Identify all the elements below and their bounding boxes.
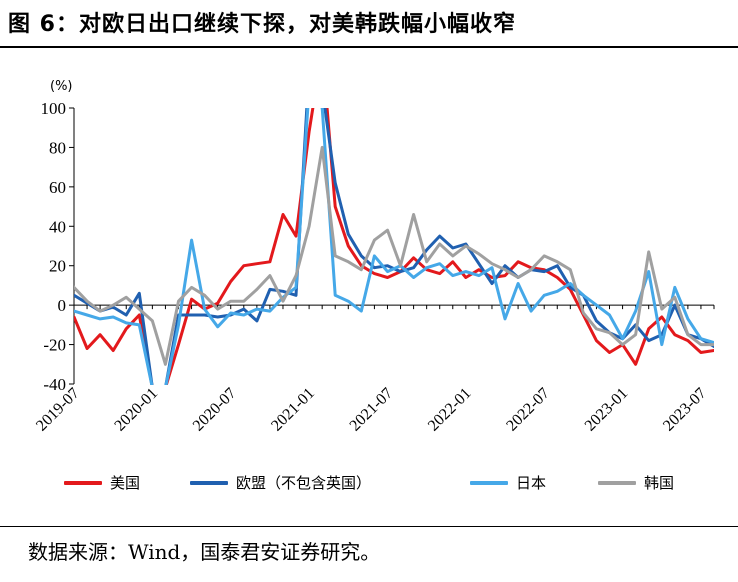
legend-item-0: 美国 [64, 472, 140, 493]
x-tick-label: 2020-01 [111, 385, 161, 435]
x-tick-label: 2020-07 [190, 385, 240, 435]
legend-label: 韩国 [644, 474, 675, 492]
legend-item-2: 日本 [470, 472, 546, 493]
series-line-3 [74, 145, 714, 366]
legend-label: 美国 [110, 474, 141, 492]
x-tick-label: 2023-07 [660, 385, 710, 435]
series-line-0 [74, 108, 714, 385]
chart-title: 图 6：对欧日出口继续下探，对美韩跌幅小幅收窄 [8, 12, 516, 37]
y-tick-label: 60 [49, 178, 66, 197]
source-rule [0, 526, 738, 527]
y-axis-unit-label: (%) [50, 79, 73, 94]
y-tick-label: -40 [43, 375, 66, 394]
y-tick-label: -20 [43, 336, 66, 355]
x-tick-label: 2022-01 [425, 385, 475, 435]
chart-legend: 美国 欧盟（不包含英国） 日本 韩国 [0, 472, 738, 500]
legend-item-3: 韩国 [598, 472, 674, 493]
legend-label: 欧盟（不包含英国） [236, 474, 372, 492]
y-tick-label: 20 [49, 257, 66, 276]
legend-swatch [470, 480, 508, 485]
x-tick-label: 2022-07 [503, 385, 553, 435]
x-tick-label: 2021-07 [347, 385, 397, 435]
x-tick-label: 2023-01 [582, 385, 632, 435]
legend-item-1: 欧盟（不包含英国） [190, 472, 371, 493]
y-tick-label: 0 [58, 296, 67, 315]
y-tick-label: 100 [41, 99, 67, 118]
title-rule [0, 46, 738, 48]
legend-swatch [598, 480, 636, 485]
series-line-2 [74, 108, 714, 385]
y-tick-label: 80 [49, 138, 66, 157]
y-tick-label: 40 [49, 217, 66, 236]
legend-label: 日本 [516, 474, 547, 492]
legend-swatch [64, 480, 102, 485]
x-tick-label: 2021-01 [268, 385, 318, 435]
legend-swatch [190, 480, 228, 485]
source-note: 数据来源：Wind，国泰君安证券研究。 [28, 540, 381, 564]
